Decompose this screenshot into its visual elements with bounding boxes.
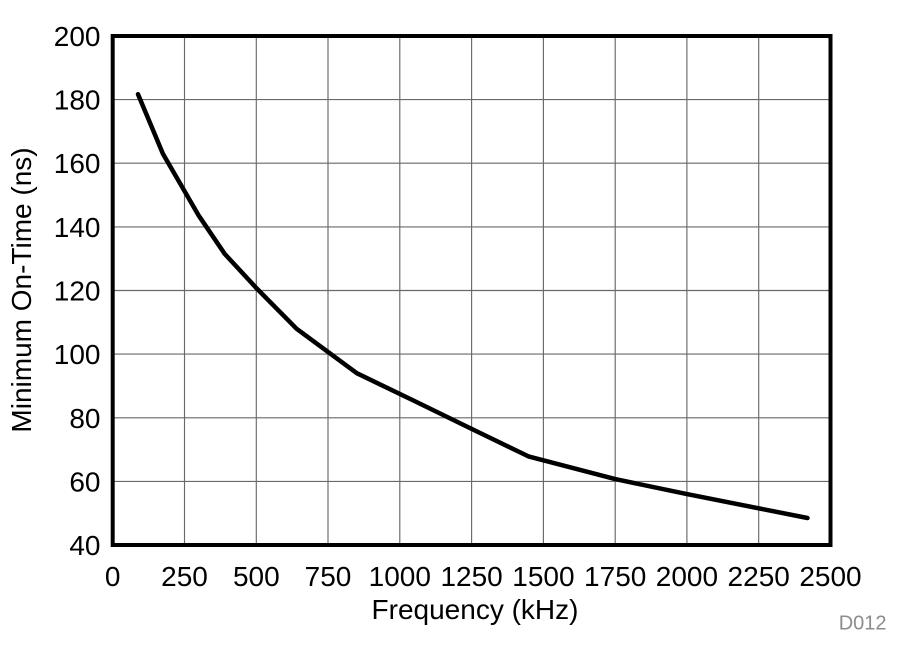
- svg-text:160: 160: [54, 148, 101, 179]
- svg-text:180: 180: [54, 85, 101, 116]
- svg-text:250: 250: [161, 561, 208, 592]
- svg-text:200: 200: [54, 21, 101, 52]
- svg-text:80: 80: [69, 403, 100, 434]
- svg-text:1000: 1000: [369, 561, 431, 592]
- svg-text:750: 750: [305, 561, 352, 592]
- svg-text:100: 100: [54, 339, 101, 370]
- svg-text:1250: 1250: [440, 561, 502, 592]
- svg-text:Frequency (kHz): Frequency (kHz): [372, 594, 579, 625]
- svg-text:2500: 2500: [799, 561, 861, 592]
- svg-text:2250: 2250: [728, 561, 790, 592]
- svg-text:2000: 2000: [656, 561, 718, 592]
- svg-text:120: 120: [54, 276, 101, 307]
- svg-text:60: 60: [69, 466, 100, 497]
- svg-text:1750: 1750: [584, 561, 646, 592]
- svg-text:500: 500: [233, 561, 280, 592]
- svg-text:1500: 1500: [512, 561, 574, 592]
- svg-text:40: 40: [69, 530, 100, 561]
- svg-text:140: 140: [54, 212, 101, 243]
- svg-text:0: 0: [105, 561, 121, 592]
- svg-text:Minimum On-Time (ns): Minimum On-Time (ns): [6, 147, 37, 432]
- svg-text:D012: D012: [839, 613, 887, 635]
